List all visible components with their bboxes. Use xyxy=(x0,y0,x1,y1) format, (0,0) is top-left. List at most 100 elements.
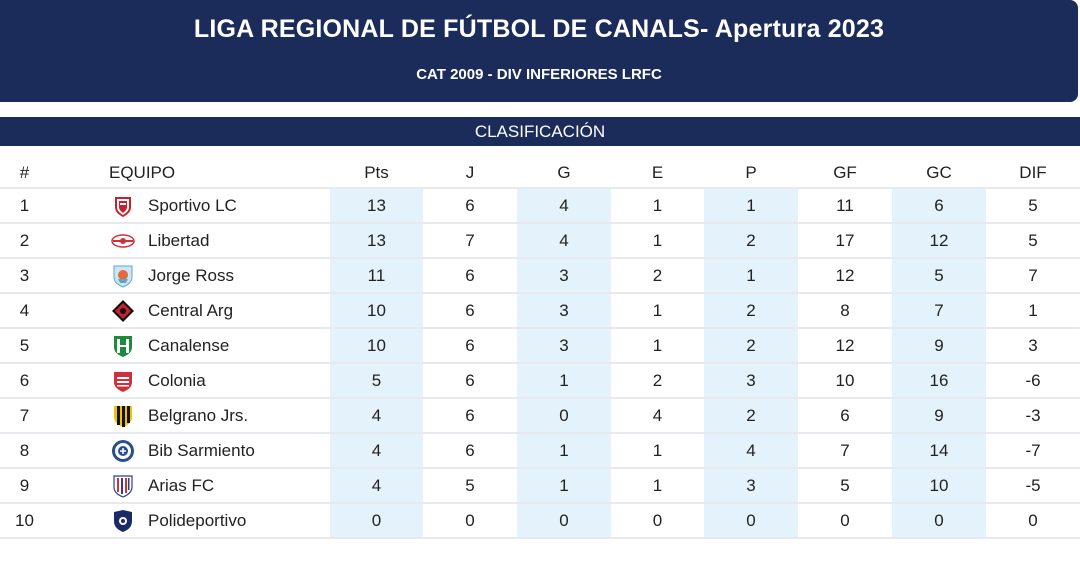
table-row[interactable]: 2 Libertad 13 7 4 1 2 17 12 5 xyxy=(0,224,1080,259)
cell-e: 1 xyxy=(611,187,704,224)
cell-e: 1 xyxy=(611,434,704,469)
arias-crest-icon xyxy=(111,474,135,498)
cell-pos: 5 xyxy=(0,329,49,364)
cell-pos: 1 xyxy=(0,187,49,224)
colonia-crest-icon xyxy=(111,369,135,393)
page-title: LIGA REGIONAL DE FÚTBOL DE CANALS- Apert… xyxy=(193,15,885,43)
canalense-crest-icon xyxy=(111,334,135,358)
cell-j: 6 xyxy=(423,364,517,399)
cell-gf: 7 xyxy=(798,434,892,469)
cell-gc: 0 xyxy=(892,504,986,539)
team-cell: Belgrano Jrs. xyxy=(49,399,330,434)
col-header-p[interactable]: P xyxy=(745,162,757,182)
cell-g: 1 xyxy=(517,364,611,399)
team-name[interactable]: Colonia xyxy=(148,370,206,390)
col-header-g[interactable]: G xyxy=(557,162,571,182)
page-header: LIGA REGIONAL DE FÚTBOL DE CANALS- Apert… xyxy=(0,0,1078,102)
cell-pos: 10 xyxy=(0,504,49,539)
cell-p: 3 xyxy=(704,469,798,504)
cell-gf: 12 xyxy=(798,329,892,364)
team-name[interactable]: Sportivo LC xyxy=(148,195,237,215)
cell-pts: 13 xyxy=(330,187,423,224)
cell-pts: 0 xyxy=(330,504,423,539)
section-title: CLASIFICACIÓN xyxy=(0,117,1080,146)
cell-pos: 6 xyxy=(0,364,49,399)
cell-pts: 11 xyxy=(330,259,423,294)
cell-dif: -7 xyxy=(986,434,1080,469)
table-row[interactable]: 6 Colonia 5 6 1 2 3 10 16 -6 xyxy=(0,364,1080,399)
cell-gf: 8 xyxy=(798,294,892,329)
cell-g: 3 xyxy=(517,259,611,294)
cell-g: 1 xyxy=(517,434,611,469)
team-name[interactable]: Canalense xyxy=(148,335,230,355)
cell-gc: 7 xyxy=(892,294,986,329)
standings-table: # EQUIPO Pts J G E P GF GC DIF 1 Sportivo… xyxy=(0,158,1080,539)
table-row[interactable]: 9 Arias FC 4 5 1 1 3 5 10 -5 xyxy=(0,469,1080,504)
cell-dif: 1 xyxy=(986,294,1080,329)
col-header-gf[interactable]: GF xyxy=(833,162,857,182)
cell-pos: 2 xyxy=(0,224,49,259)
table-row[interactable]: 5 Canalense 10 6 3 1 2 12 9 3 xyxy=(0,329,1080,364)
col-header-dif[interactable]: DIF xyxy=(1019,162,1047,182)
team-cell: Bib Sarmiento xyxy=(49,434,330,469)
cell-e: 1 xyxy=(611,294,704,329)
cell-dif: -5 xyxy=(986,469,1080,504)
table-row[interactable]: 8 Bib Sarmiento 4 6 1 1 4 7 14 -7 xyxy=(0,434,1080,469)
col-header-gc[interactable]: GC xyxy=(926,162,952,182)
page-subtitle: CAT 2009 - DIV INFERIORES LRFC xyxy=(416,66,662,83)
cell-e: 2 xyxy=(611,364,704,399)
cell-g: 3 xyxy=(517,294,611,329)
cell-gf: 5 xyxy=(798,469,892,504)
team-name[interactable]: Libertad xyxy=(148,230,210,250)
cell-g: 3 xyxy=(517,329,611,364)
cell-p: 0 xyxy=(704,504,798,539)
cell-dif: 3 xyxy=(986,329,1080,364)
cell-e: 1 xyxy=(611,469,704,504)
cell-gc: 9 xyxy=(892,399,986,434)
team-cell: Polideportivo xyxy=(49,504,330,539)
cell-gf: 17 xyxy=(798,224,892,259)
cell-gc: 9 xyxy=(892,329,986,364)
jorge-ross-crest-icon xyxy=(111,264,135,288)
team-name[interactable]: Jorge Ross xyxy=(148,265,234,285)
table-row[interactable]: 4 Central Arg 10 6 3 1 2 8 7 1 xyxy=(0,294,1080,329)
libertad-crest-icon xyxy=(111,229,135,253)
cell-e: 2 xyxy=(611,259,704,294)
cell-gf: 11 xyxy=(798,187,892,224)
team-name[interactable]: Central Arg xyxy=(148,300,234,320)
cell-pts: 5 xyxy=(330,364,423,399)
team-name[interactable]: Polideportivo xyxy=(148,510,247,530)
team-name[interactable]: Belgrano Jrs. xyxy=(148,405,249,425)
belgrano-crest-icon xyxy=(111,404,135,428)
col-header-pts[interactable]: Pts xyxy=(364,162,389,182)
col-header-pos[interactable]: # xyxy=(19,162,30,182)
table-row[interactable]: 3 Jorge Ross 11 6 3 2 1 12 5 7 xyxy=(0,259,1080,294)
cell-pts: 10 xyxy=(330,329,423,364)
cell-dif: 7 xyxy=(986,259,1080,294)
team-cell: Central Arg xyxy=(49,294,330,329)
cell-g: 4 xyxy=(517,224,611,259)
cell-pos: 3 xyxy=(0,259,49,294)
cell-gc: 16 xyxy=(892,364,986,399)
cell-g: 1 xyxy=(517,469,611,504)
table-row[interactable]: 10 Polideportivo 0 0 0 0 0 0 0 0 xyxy=(0,504,1080,539)
cell-gf: 10 xyxy=(798,364,892,399)
cell-gc: 14 xyxy=(892,434,986,469)
table-row[interactable]: 1 Sportivo LC 13 6 4 1 1 11 6 5 xyxy=(0,187,1080,224)
team-name[interactable]: Arias FC xyxy=(148,475,215,495)
cell-gc: 10 xyxy=(892,469,986,504)
team-name[interactable]: Bib Sarmiento xyxy=(148,440,255,460)
col-header-e[interactable]: E xyxy=(651,162,664,182)
col-header-j[interactable]: J xyxy=(465,162,475,182)
cell-e: 1 xyxy=(611,224,704,259)
col-header-team[interactable]: EQUIPO xyxy=(109,162,176,182)
cell-p: 2 xyxy=(704,329,798,364)
cell-j: 5 xyxy=(423,469,517,504)
cell-j: 6 xyxy=(423,329,517,364)
cell-gc: 6 xyxy=(892,187,986,224)
cell-pts: 4 xyxy=(330,399,423,434)
cell-p: 4 xyxy=(704,434,798,469)
table-row[interactable]: 7 Belgrano Jrs. 4 6 0 4 2 6 9 -3 xyxy=(0,399,1080,434)
team-cell: Libertad xyxy=(49,224,330,259)
cell-pos: 4 xyxy=(0,294,49,329)
